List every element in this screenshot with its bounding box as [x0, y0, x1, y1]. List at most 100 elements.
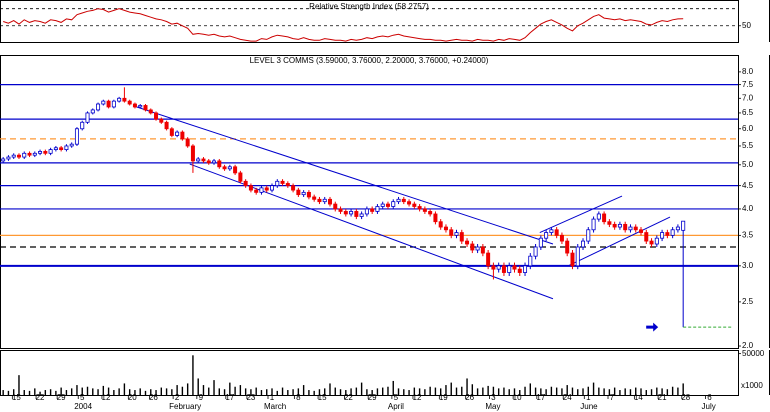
volume-bar — [128, 389, 131, 395]
volume-bar — [550, 386, 553, 395]
candle-body — [291, 185, 296, 191]
volume-bar — [318, 389, 321, 395]
candle-body — [459, 232, 464, 242]
candle-body — [565, 240, 570, 254]
price-title: LEVEL 3 COMMS (3.59000, 3.76000, 2.20000… — [250, 56, 489, 65]
candle-body — [264, 187, 269, 191]
x-tick-label: 23 — [246, 393, 255, 402]
candle-body — [238, 172, 243, 182]
candle-body — [212, 160, 217, 164]
candle-body — [206, 160, 211, 164]
x-tick-label: 15 — [318, 393, 327, 402]
candle-body — [443, 226, 448, 231]
volume-bar — [603, 388, 605, 395]
candle-body — [475, 246, 480, 251]
candle-body — [270, 185, 275, 191]
volume-bar — [292, 389, 294, 395]
candle-body — [496, 265, 501, 270]
month-label: 2004 — [74, 402, 92, 411]
volume-bar — [561, 388, 563, 395]
volume-bar — [302, 385, 305, 395]
candle-body — [628, 226, 633, 231]
candle-body — [243, 180, 248, 187]
candle-body — [275, 180, 280, 187]
volume-bar — [202, 385, 205, 395]
y-tick-label: 7.5 — [742, 80, 754, 89]
volume-bar — [197, 378, 199, 395]
volume-bar — [23, 390, 25, 395]
y-tick-label: 50 — [742, 21, 751, 30]
candle-body — [533, 246, 538, 257]
candle-body — [69, 143, 74, 147]
candle-body — [549, 229, 554, 233]
trendline — [568, 216, 671, 267]
volume-bar — [2, 390, 4, 395]
candle-body — [180, 131, 185, 140]
rsi-line — [3, 8, 684, 42]
volume-bar — [308, 390, 310, 395]
candle-body — [96, 103, 101, 111]
volume-bar — [18, 375, 20, 395]
volume-bar — [376, 388, 379, 395]
candle-body — [465, 240, 470, 245]
candle-body — [586, 229, 591, 242]
volume-bar — [524, 386, 526, 395]
candle-body — [185, 138, 190, 147]
volume-bar — [624, 388, 626, 395]
volume-bar — [666, 389, 669, 395]
candle-body — [428, 211, 433, 215]
candle-body — [317, 198, 322, 203]
candle-body — [90, 109, 95, 114]
x-tick-label: 17 — [536, 393, 545, 402]
volume-bar — [497, 388, 500, 395]
volume-bar — [629, 389, 632, 395]
candle-body — [644, 232, 649, 242]
volume-bar — [545, 389, 547, 395]
volume-bar — [334, 387, 336, 395]
volume-bar — [92, 388, 94, 395]
volume-bar — [529, 383, 532, 395]
candle-body — [164, 121, 169, 130]
candle-body — [612, 223, 617, 228]
y-tick-label: 3.5 — [742, 230, 754, 239]
candle-body — [190, 145, 195, 162]
candle-body — [333, 203, 338, 210]
candle-body — [1, 158, 6, 162]
x-tick-label: 12 — [102, 393, 111, 402]
candle-body — [602, 213, 607, 223]
candle-body — [132, 103, 137, 108]
volume-bar — [155, 390, 157, 395]
candle-body — [301, 191, 306, 196]
volume-bar — [650, 389, 653, 395]
volume-bar — [613, 387, 616, 395]
volume-bar — [13, 389, 15, 395]
volume-bar — [682, 383, 684, 395]
candle-body — [80, 121, 85, 130]
candle-body — [449, 229, 454, 236]
volume-bar — [213, 380, 215, 395]
candle-body — [338, 208, 343, 212]
volume-bar — [582, 388, 584, 395]
volume-bar — [107, 387, 110, 395]
candle-body — [639, 229, 644, 233]
x-tick-label: 8 — [296, 393, 301, 402]
candle-body — [169, 128, 174, 136]
candle-body — [159, 118, 164, 123]
candle-body — [343, 211, 348, 215]
candle-body — [649, 240, 654, 245]
candle-body — [364, 208, 369, 215]
candle-body — [385, 203, 390, 207]
candle-body — [617, 223, 622, 228]
trendline — [539, 195, 623, 234]
candle-body — [175, 131, 180, 136]
volume-bar — [656, 387, 658, 395]
x-tick-label: 29 — [57, 393, 66, 402]
candle-body — [148, 109, 153, 114]
candle-body — [248, 185, 253, 191]
candle-body — [422, 208, 427, 212]
candle-body — [64, 145, 69, 151]
volume-bar — [118, 388, 120, 395]
x-tick-label: 12 — [413, 393, 422, 402]
volume-bar — [598, 387, 600, 395]
candle-body — [354, 211, 359, 217]
